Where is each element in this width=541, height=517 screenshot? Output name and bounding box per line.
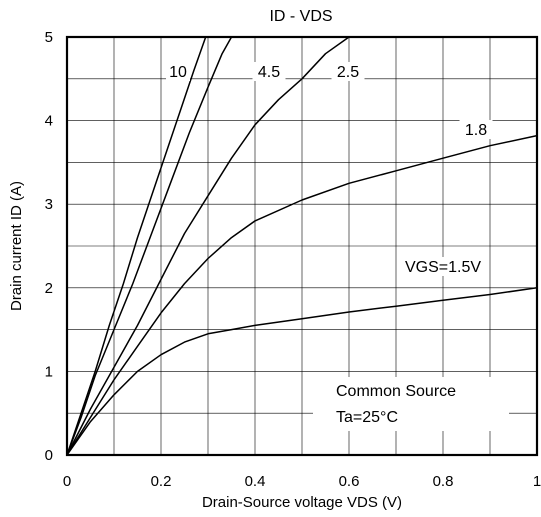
chart-title: ID - VDS xyxy=(269,8,332,25)
series-label-background xyxy=(459,120,493,139)
x-tick-label: 0.4 xyxy=(245,473,266,490)
temperature-text: Ta=25°C xyxy=(336,409,398,426)
series-label-background xyxy=(404,257,482,276)
y-tick-label: 5 xyxy=(45,29,53,46)
series-line xyxy=(66,287,538,456)
series-label: VGS=1.5V xyxy=(405,259,481,276)
y-tick-label: 0 xyxy=(45,447,53,464)
plot-frame xyxy=(65,35,539,457)
series-label: 1.8 xyxy=(465,122,487,139)
series-label-background xyxy=(166,62,190,81)
y-tick-label: 4 xyxy=(45,113,53,130)
y-tick-labels: 0 1 2 3 4 5 xyxy=(45,29,53,464)
series-line xyxy=(66,36,350,456)
series-label-background xyxy=(252,62,286,81)
series-group: 10 4.5 2.5 1.8 VGS=1.5V xyxy=(66,36,538,456)
y-axis-label: Drain current ID (A) xyxy=(8,181,25,311)
legend-box: Common Source Ta=25°C xyxy=(313,377,509,431)
series-line xyxy=(66,134,538,456)
legend-background xyxy=(313,377,509,431)
x-tick-label: 0 xyxy=(63,473,71,490)
x-tick-label: 1 xyxy=(533,473,541,490)
x-tick-label: 0.6 xyxy=(339,473,360,490)
series-line xyxy=(66,36,207,456)
x-tick-label: 0.2 xyxy=(151,473,172,490)
series-label-background xyxy=(331,62,365,81)
series-label: 10 xyxy=(169,64,187,81)
common-source-text: Common Source xyxy=(336,383,456,400)
y-tick-label: 3 xyxy=(45,196,53,213)
series-line xyxy=(66,36,233,456)
x-tick-labels: 0 0.2 0.4 0.6 0.8 1 xyxy=(63,473,541,490)
series-label: 4.5 xyxy=(258,64,280,81)
y-tick-label: 2 xyxy=(45,280,53,297)
series-label: 2.5 xyxy=(337,64,359,81)
x-axis-label: Drain-Source voltage VDS (V) xyxy=(202,494,402,511)
x-tick-label: 0.8 xyxy=(433,473,454,490)
y-tick-label: 1 xyxy=(45,363,53,380)
